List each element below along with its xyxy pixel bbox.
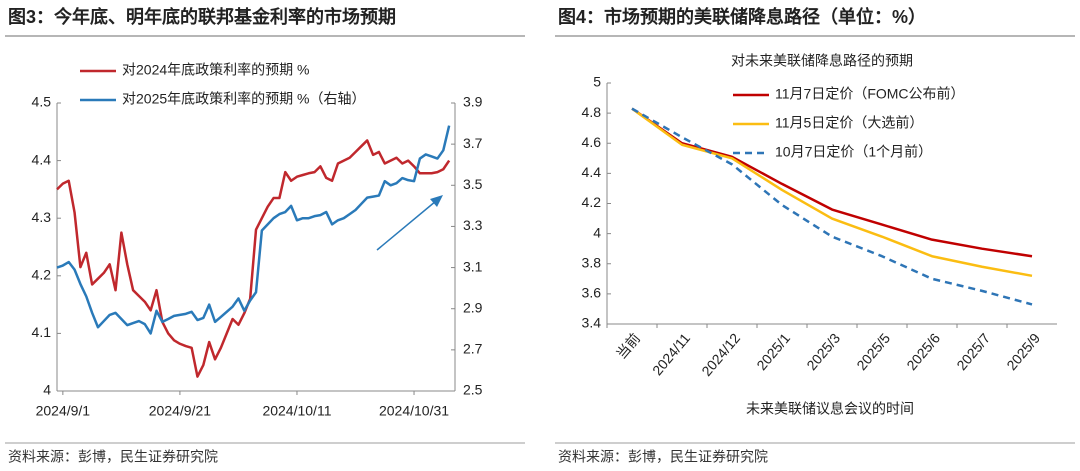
y2-tick-label: 3.3 (463, 217, 483, 233)
y-tick-label: 3.8 (582, 254, 602, 270)
series-line (56, 139, 451, 378)
panel-title: 图3：今年底、明年底的联邦基金利率的市场预期 (8, 6, 396, 27)
y-tick-label: 4.2 (32, 267, 52, 283)
x-tick-label: 2025/7 (953, 330, 993, 373)
y-tick-label: 4.2 (582, 194, 602, 210)
series-line (56, 125, 451, 335)
y-tick-label: 4.1 (32, 324, 52, 340)
series-line (631, 107, 1033, 278)
source: 资料来源：彭博，民生证券研究院 (558, 449, 768, 465)
panel-title: 图4：市场预期的美联储降息路径（单位：%） (558, 6, 926, 27)
y2-tick-label: 3.1 (463, 258, 483, 274)
legend-label: 对2025年底政策利率的预期 %（右轴） (122, 91, 365, 107)
x-tick-label: 2024/9/1 (36, 403, 91, 419)
arrow (376, 200, 437, 251)
y2-tick-label: 3.5 (463, 176, 483, 192)
y-tick-label: 4.4 (582, 164, 602, 180)
y-tick-label: 5 (593, 74, 601, 90)
y-tick-label: 4 (593, 224, 601, 240)
x-tick-label: 2025/9 (1003, 330, 1043, 373)
y2-tick-label: 3.9 (463, 94, 483, 110)
y2-tick-label: 2.7 (463, 341, 483, 357)
legend-label: 11月7日定价（FOMC公布前） (775, 86, 965, 102)
x-tick-label: 2025/1 (753, 330, 793, 373)
legend-label: 11月5日定价（大选前） (775, 115, 923, 131)
y-tick-label: 4.4 (32, 151, 52, 167)
x-tick-label: 当前 (613, 330, 643, 362)
arrow-head (430, 195, 443, 207)
y-tick-label: 3.4 (582, 315, 602, 331)
y-tick-label: 4.8 (582, 104, 602, 120)
y2-tick-label: 3.7 (463, 135, 483, 151)
series-line (631, 107, 1033, 258)
y-tick-label: 4.3 (32, 209, 52, 225)
x-tick-label: 2024/11 (649, 330, 693, 378)
y-tick-label: 4.5 (32, 94, 52, 110)
x-axis-label: 未来美联储议息会议的时间 (746, 401, 914, 417)
chart-subtitle: 对未来美联储降息路径的预期 (731, 53, 913, 69)
legend-label: 10月7日定价（1个月前） (775, 144, 932, 160)
y2-tick-label: 2.5 (463, 382, 483, 398)
x-tick-label: 2024/10/31 (379, 403, 449, 419)
y2-tick-label: 2.9 (463, 299, 483, 315)
series-line (631, 107, 1033, 306)
source: 资料来源：彭博，民生证券研究院 (8, 449, 218, 465)
y-tick-label: 3.6 (582, 285, 602, 301)
x-tick-label: 2025/6 (903, 330, 943, 373)
x-tick-label: 2024/9/21 (149, 403, 211, 419)
x-tick-label: 2025/5 (853, 330, 893, 373)
x-tick-label: 2025/3 (803, 330, 843, 373)
y-tick-label: 4 (43, 382, 51, 398)
legend-label: 对2024年底政策利率的预期 % (122, 62, 309, 78)
y-tick-label: 4.6 (582, 134, 602, 150)
x-tick-label: 2024/10/11 (262, 403, 331, 419)
x-tick-label: 2024/12 (698, 330, 743, 379)
